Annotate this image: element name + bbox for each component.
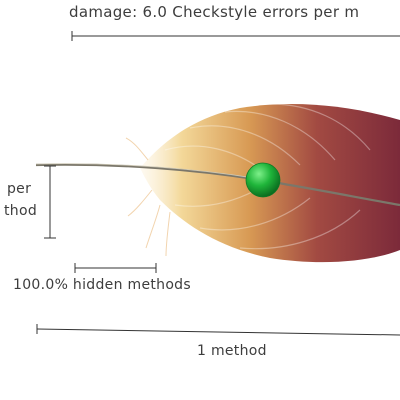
damage-dimension-rule: [71, 31, 400, 41]
per-label: per: [7, 181, 32, 197]
method-count-dimension-rule: [36, 324, 400, 336]
per-method-dimension-rule: [44, 165, 56, 239]
hidden-methods-dimension-rule: [74, 263, 157, 273]
hidden-methods-label: 100.0% hidden methods: [13, 277, 191, 293]
green-ball-marker: [245, 162, 281, 198]
method-fragment-label: thod: [4, 203, 38, 219]
feather-illustration: [35, 103, 400, 263]
method-count-label: 1 method: [197, 343, 267, 359]
damage-label: damage: 6.0 Checkstyle errors per m: [69, 3, 360, 21]
